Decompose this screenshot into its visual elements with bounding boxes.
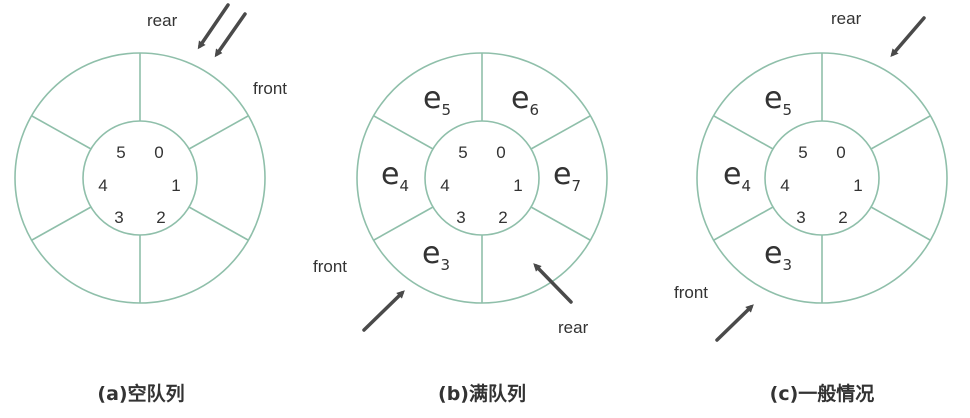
spoke bbox=[373, 115, 434, 150]
element-letter: e bbox=[423, 81, 441, 116]
spoke bbox=[713, 206, 774, 241]
element-label: e5 bbox=[423, 81, 451, 119]
rear-pointer-label: rear bbox=[147, 11, 178, 30]
element-subscript: 5 bbox=[782, 101, 792, 119]
rear-arrow bbox=[533, 263, 573, 304]
panel-c: 0 1 2 3 4 5 e5 e4 e3 rear front (c)一般情况 bbox=[674, 9, 948, 405]
spoke bbox=[188, 206, 249, 241]
spoke bbox=[530, 115, 591, 150]
panel-a: 0 1 2 3 4 5 rear front (a)空队列 bbox=[14, 3, 287, 405]
rear-arrow bbox=[197, 3, 230, 50]
element-subscript: 6 bbox=[529, 101, 539, 119]
rear-pointer-label: rear bbox=[831, 9, 862, 28]
spoke bbox=[870, 115, 931, 150]
index-label: 4 bbox=[780, 176, 789, 195]
element-label: e3 bbox=[764, 236, 792, 274]
index-label: 1 bbox=[513, 176, 522, 195]
panel-caption: (a)空队列 bbox=[97, 382, 184, 405]
element-subscript: 3 bbox=[782, 256, 792, 274]
element-label: e4 bbox=[723, 157, 751, 195]
element-label: e4 bbox=[381, 157, 409, 195]
front-pointer-label: front bbox=[313, 257, 347, 276]
element-letter: e bbox=[764, 81, 782, 116]
element-label: e5 bbox=[764, 81, 792, 119]
index-label: 0 bbox=[496, 143, 505, 162]
index-label: 3 bbox=[114, 208, 123, 227]
spoke bbox=[373, 206, 434, 241]
front-arrow bbox=[715, 304, 754, 342]
spoke bbox=[530, 206, 591, 241]
index-label: 0 bbox=[154, 143, 163, 162]
front-pointer-label: front bbox=[253, 79, 287, 98]
element-subscript: 7 bbox=[571, 177, 581, 195]
index-label: 5 bbox=[798, 143, 807, 162]
front-arrow bbox=[214, 12, 247, 58]
index-label: 1 bbox=[853, 176, 862, 195]
element-letter: e bbox=[723, 157, 741, 192]
element-label: e6 bbox=[511, 81, 539, 119]
front-arrow bbox=[362, 290, 405, 332]
panel-b: 0 1 2 3 4 5 e5 e6 e7 e3 e4 front rear (b… bbox=[313, 52, 608, 405]
index-label: 5 bbox=[458, 143, 467, 162]
index-label: 3 bbox=[456, 208, 465, 227]
index-label: 2 bbox=[156, 208, 165, 227]
element-subscript: 4 bbox=[399, 177, 409, 195]
spoke bbox=[713, 115, 774, 150]
index-label: 2 bbox=[838, 208, 847, 227]
element-subscript: 5 bbox=[441, 101, 451, 119]
element-label: e3 bbox=[422, 236, 450, 274]
index-label: 5 bbox=[116, 143, 125, 162]
panel-caption: (c)一般情况 bbox=[770, 382, 875, 405]
rear-arrow bbox=[890, 16, 926, 58]
element-label: e7 bbox=[553, 157, 581, 195]
spoke bbox=[31, 206, 92, 241]
spoke bbox=[188, 115, 249, 150]
element-letter: e bbox=[381, 157, 399, 192]
index-label: 3 bbox=[796, 208, 805, 227]
element-subscript: 3 bbox=[440, 256, 450, 274]
element-letter: e bbox=[553, 157, 571, 192]
element-letter: e bbox=[764, 236, 782, 271]
element-letter: e bbox=[422, 236, 440, 271]
index-label: 2 bbox=[498, 208, 507, 227]
index-label: 4 bbox=[440, 176, 449, 195]
index-label: 0 bbox=[836, 143, 845, 162]
index-label: 1 bbox=[171, 176, 180, 195]
front-pointer-label: front bbox=[674, 283, 708, 302]
index-label: 4 bbox=[98, 176, 107, 195]
element-subscript: 4 bbox=[741, 177, 751, 195]
spoke bbox=[870, 206, 931, 241]
spoke bbox=[31, 115, 92, 150]
element-letter: e bbox=[511, 81, 529, 116]
rear-pointer-label: rear bbox=[558, 318, 589, 337]
panel-caption: (b)满队列 bbox=[438, 382, 526, 405]
